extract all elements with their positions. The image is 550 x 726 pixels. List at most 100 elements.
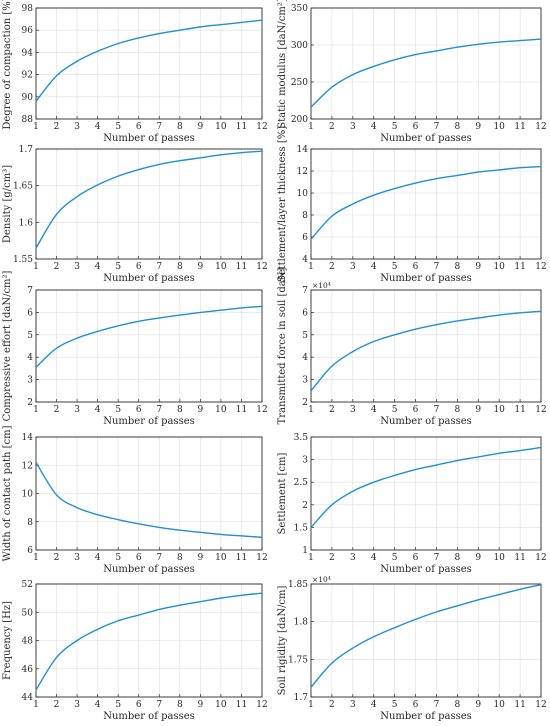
plot-border	[35, 148, 263, 260]
x-tick-label: 4	[95, 122, 101, 132]
x-tick-label: 11	[236, 405, 247, 415]
x-tick-label: 5	[115, 405, 121, 415]
x-tick-label: 1	[33, 405, 39, 415]
y-tick-label: 6	[27, 546, 33, 556]
y-tick-label: 46	[22, 665, 34, 675]
x-tick-label: 11	[236, 700, 247, 710]
x-tick-label: 9	[475, 553, 481, 563]
x-tick-label: 4	[95, 700, 101, 710]
y-tick-label: 3	[302, 376, 308, 386]
x-tick-label: 4	[371, 700, 377, 710]
x-tick-label: 11	[236, 262, 247, 272]
x-tick-label: 6	[413, 262, 419, 272]
y-tick-label: 200	[291, 115, 308, 125]
y-tick-label: 4	[302, 353, 308, 363]
y-tick-label: 5	[302, 331, 308, 341]
y-tick-label: 10	[297, 189, 309, 199]
x-tick-label: 1	[308, 700, 314, 710]
plot-border	[310, 436, 542, 551]
x-tick-label: 3	[350, 553, 356, 563]
plot-area	[310, 148, 542, 260]
x-tick-label: 7	[156, 262, 162, 272]
y-tick-label: 14	[297, 145, 309, 155]
x-tick-label: 11	[514, 405, 525, 415]
x-axis-label: Number of passes	[380, 273, 472, 284]
x-tick-label: 12	[535, 700, 546, 710]
x-tick-label: 9	[197, 553, 203, 563]
x-tick-label: 10	[493, 553, 505, 563]
y-tick-label: 6	[302, 308, 308, 318]
y-tick-label: 2	[302, 398, 308, 408]
plot-border	[35, 436, 263, 551]
y-tick-label: 1.7	[294, 693, 309, 703]
x-tick-label: 8	[454, 262, 460, 272]
x-axis-label: Number of passes	[103, 711, 195, 722]
y-tick-label: 3	[302, 456, 308, 466]
x-tick-label: 12	[535, 122, 546, 132]
plot-border	[310, 7, 542, 120]
x-tick-label: 7	[434, 262, 440, 272]
y-tick-label: 6	[302, 233, 308, 243]
x-tick-label: 12	[256, 405, 267, 415]
x-tick-label: 7	[434, 553, 440, 563]
x-tick-label: 2	[54, 553, 60, 563]
data-series-line	[35, 592, 263, 691]
y-tick-label: 1.55	[13, 255, 33, 265]
y-tick-label: 12	[22, 461, 33, 471]
x-tick-label: 2	[54, 262, 60, 272]
x-tick-label: 3	[350, 700, 356, 710]
x-axis-label: Number of passes	[103, 416, 195, 427]
x-tick-label: 5	[392, 700, 398, 710]
x-tick-label: 3	[74, 262, 80, 272]
x-tick-label: 1	[33, 553, 39, 563]
plot-border	[310, 148, 542, 260]
x-tick-label: 2	[329, 553, 335, 563]
axis-multiplier: ×10⁴	[312, 575, 331, 584]
x-tick-label: 12	[535, 262, 546, 272]
x-tick-label: 12	[256, 262, 267, 272]
y-tick-label: 1	[302, 546, 308, 556]
y-tick-label: 4	[27, 353, 33, 363]
x-axis-label: Number of passes	[103, 273, 195, 284]
x-tick-label: 5	[392, 405, 398, 415]
x-tick-label: 4	[371, 262, 377, 272]
x-tick-label: 9	[475, 405, 481, 415]
y-axis-label: Frequency [Hz]	[2, 601, 13, 680]
x-tick-label: 5	[115, 553, 121, 563]
x-tick-label: 10	[493, 122, 505, 132]
x-tick-label: 2	[54, 700, 60, 710]
x-tick-label: 3	[74, 405, 80, 415]
data-series-line	[35, 19, 263, 102]
y-axis-label: Settlement [cm]	[277, 452, 288, 534]
y-tick-label: 90	[22, 93, 34, 103]
x-tick-label: 8	[177, 122, 183, 132]
x-tick-label: 6	[413, 405, 419, 415]
x-tick-label: 6	[413, 700, 419, 710]
x-tick-label: 1	[308, 553, 314, 563]
x-tick-label: 3	[350, 262, 356, 272]
y-tick-label: 52	[22, 580, 33, 590]
x-tick-label: 9	[475, 122, 481, 132]
x-tick-label: 8	[177, 262, 183, 272]
plot-border	[310, 289, 542, 403]
x-tick-label: 7	[434, 405, 440, 415]
y-tick-label: 2.5	[294, 478, 309, 488]
y-axis-label: Transmitted force in soil [daN]	[277, 267, 288, 424]
x-tick-label: 4	[371, 405, 377, 415]
y-axis-label: Degree of compaction [%]	[2, 0, 13, 130]
x-tick-label: 12	[256, 553, 267, 563]
y-tick-label: 8	[27, 518, 33, 528]
x-axis-label: Number of passes	[103, 133, 195, 144]
y-tick-label: 14	[22, 433, 34, 443]
x-tick-label: 1	[308, 405, 314, 415]
x-tick-label: 4	[95, 262, 101, 272]
y-tick-label: 350	[291, 4, 308, 14]
x-tick-label: 7	[156, 122, 162, 132]
data-series-line	[310, 446, 542, 528]
